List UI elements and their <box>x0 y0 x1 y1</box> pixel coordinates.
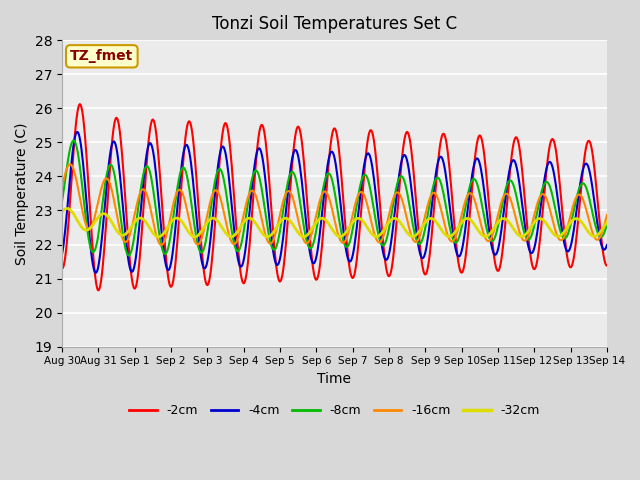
-16cm <box>554 233 561 239</box>
-32cm <box>74 219 82 225</box>
-32cm <box>205 217 213 223</box>
-8cm <box>554 216 561 222</box>
-32cm <box>155 234 163 240</box>
-8cm <box>148 180 156 186</box>
-4cm <box>237 264 245 269</box>
Line: -8cm: -8cm <box>62 141 607 255</box>
-2cm <box>76 101 84 107</box>
-2cm <box>58 265 66 271</box>
Line: -32cm: -32cm <box>62 208 607 237</box>
-4cm <box>603 242 611 248</box>
-8cm <box>518 223 526 229</box>
-8cm <box>603 221 611 227</box>
-4cm <box>74 129 81 135</box>
Text: TZ_fmet: TZ_fmet <box>70 49 134 63</box>
-32cm <box>518 233 526 239</box>
-2cm <box>205 279 213 285</box>
-16cm <box>157 242 165 248</box>
Legend: -2cm, -4cm, -8cm, -16cm, -32cm: -2cm, -4cm, -8cm, -16cm, -32cm <box>124 399 545 422</box>
-4cm <box>554 193 561 199</box>
-4cm <box>148 144 156 150</box>
-32cm <box>554 233 561 239</box>
-4cm <box>74 130 82 136</box>
-32cm <box>147 228 155 234</box>
-4cm <box>58 251 66 257</box>
-8cm <box>74 153 82 158</box>
-16cm <box>518 236 526 242</box>
-8cm <box>125 252 132 258</box>
Line: -4cm: -4cm <box>62 132 607 273</box>
-16cm <box>603 212 611 218</box>
-2cm <box>74 109 81 115</box>
-32cm <box>603 220 611 226</box>
Y-axis label: Soil Temperature (C): Soil Temperature (C) <box>15 122 29 264</box>
-4cm <box>205 249 213 254</box>
-32cm <box>63 205 71 211</box>
Line: -2cm: -2cm <box>62 104 607 290</box>
-2cm <box>603 263 611 268</box>
-16cm <box>74 187 82 192</box>
-4cm <box>92 270 100 276</box>
-32cm <box>58 209 66 215</box>
-16cm <box>67 161 74 167</box>
-2cm <box>95 288 102 293</box>
-8cm <box>58 198 66 204</box>
-16cm <box>205 204 213 210</box>
-4cm <box>518 204 526 210</box>
-16cm <box>237 222 245 228</box>
-8cm <box>237 240 245 246</box>
-16cm <box>147 210 155 216</box>
-16cm <box>58 184 66 190</box>
-8cm <box>70 138 77 144</box>
Title: Tonzi Soil Temperatures Set C: Tonzi Soil Temperatures Set C <box>212 15 457 33</box>
X-axis label: Time: Time <box>317 372 351 386</box>
-8cm <box>205 218 213 224</box>
Line: -16cm: -16cm <box>62 164 607 245</box>
-2cm <box>554 158 561 164</box>
-32cm <box>237 223 245 228</box>
-2cm <box>237 275 245 281</box>
-2cm <box>518 171 526 177</box>
-2cm <box>148 117 156 123</box>
